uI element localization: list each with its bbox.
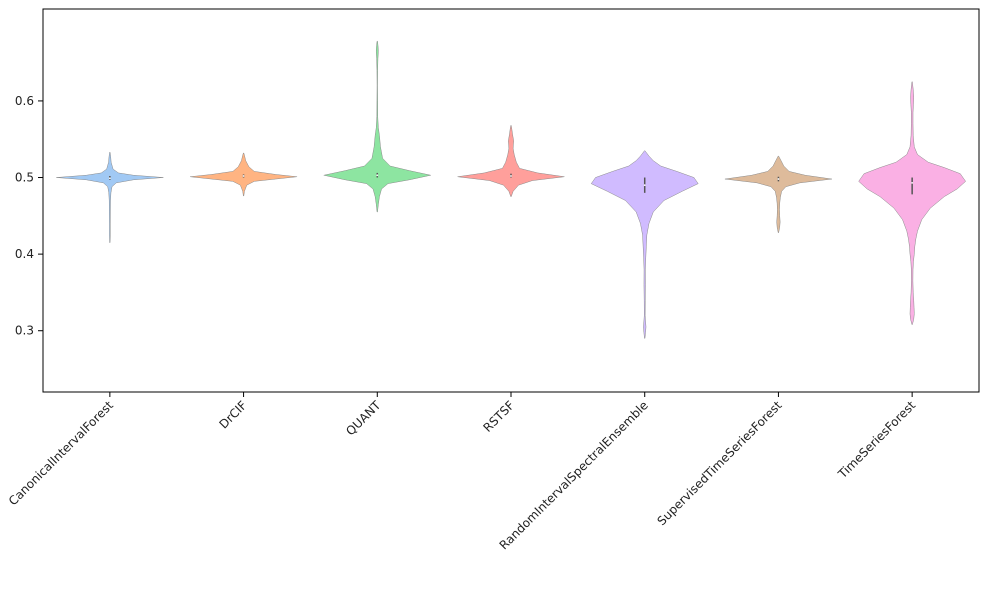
violin-body: [56, 151, 164, 243]
violin-median-marker: [108, 177, 111, 180]
violin-median-marker: [777, 178, 780, 180]
y-tick-label: 0.4: [15, 247, 34, 261]
violin-body: [457, 125, 565, 197]
x-axis: CanonicalIntervalForest DrCIF QUANT RSTSFRa…: [6, 392, 919, 552]
y-axis: 0.3 0.4 0.5 0.6: [15, 94, 43, 338]
x-tick-label: RandomIntervalSpectralEnsemble: [497, 398, 651, 552]
violin-body: [189, 152, 298, 197]
y-tick-label: 0.6: [15, 94, 34, 108]
y-tick-label: 0.5: [15, 171, 34, 185]
x-tick-label: SupervisedTimeSeriesForest: [654, 398, 784, 528]
violin-median-marker: [911, 181, 914, 184]
y-tick-label: 0.3: [15, 324, 34, 338]
violin-body: [858, 81, 966, 325]
x-tick-label: CanonicalIntervalForest: [6, 398, 116, 508]
x-tick-label: RSTSF: [480, 398, 517, 435]
violin-body: [724, 155, 833, 233]
violin-body: [323, 40, 432, 213]
plot-background: [43, 9, 979, 392]
violin-median-marker: [510, 175, 512, 177]
x-tick-label: QUANT: [343, 398, 384, 439]
violin-median-marker: [643, 184, 646, 187]
x-tick-label: TimeSeriesForest: [835, 398, 919, 482]
plot-frame: [42, 8, 980, 393]
violin-median-marker: [376, 174, 379, 177]
violins-group: [56, 40, 966, 339]
x-tick-label: DrCIF: [216, 398, 249, 431]
violin-median-marker: [242, 175, 245, 177]
violin-body: [590, 150, 699, 339]
